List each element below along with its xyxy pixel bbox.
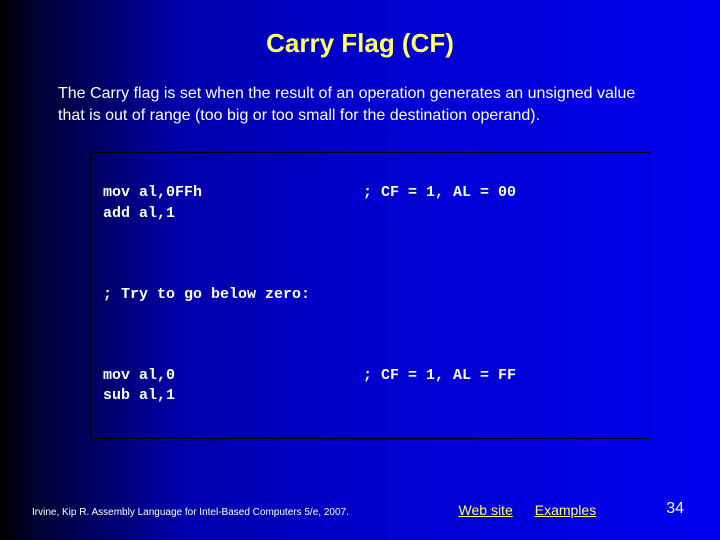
code-blank-line-1 [103,244,637,264]
code-block-2: mov al,0 sub al,1; CF = 1, AL = FF [103,366,637,407]
footer-links: Web site Examples [459,502,597,518]
web-site-link[interactable]: Web site [459,502,513,518]
code-blank-line-2 [103,325,637,345]
code-block-2-instructions: mov al,0 sub al,1 [103,366,363,407]
footer-citation: Irvine, Kip R. Assembly Language for Int… [32,507,459,518]
code-example-box: mov al,0FFh add al,1; CF = 1, AL = 00 ; … [90,152,650,439]
slide-body-text: The Carry flag is set when the result of… [0,83,720,144]
code-block-1-instructions: mov al,0FFh add al,1 [103,183,363,224]
slide-footer: Irvine, Kip R. Assembly Language for Int… [0,500,720,518]
page-number: 34 [666,500,684,518]
code-comment-line: ; Try to go below zero: [103,285,637,305]
examples-link[interactable]: Examples [535,502,596,518]
code-block-1-comment: ; CF = 1, AL = 00 [363,183,637,224]
slide-title: Carry Flag (CF) [0,0,720,83]
code-block-2-comment: ; CF = 1, AL = FF [363,366,637,407]
code-block-1: mov al,0FFh add al,1; CF = 1, AL = 00 [103,183,637,224]
